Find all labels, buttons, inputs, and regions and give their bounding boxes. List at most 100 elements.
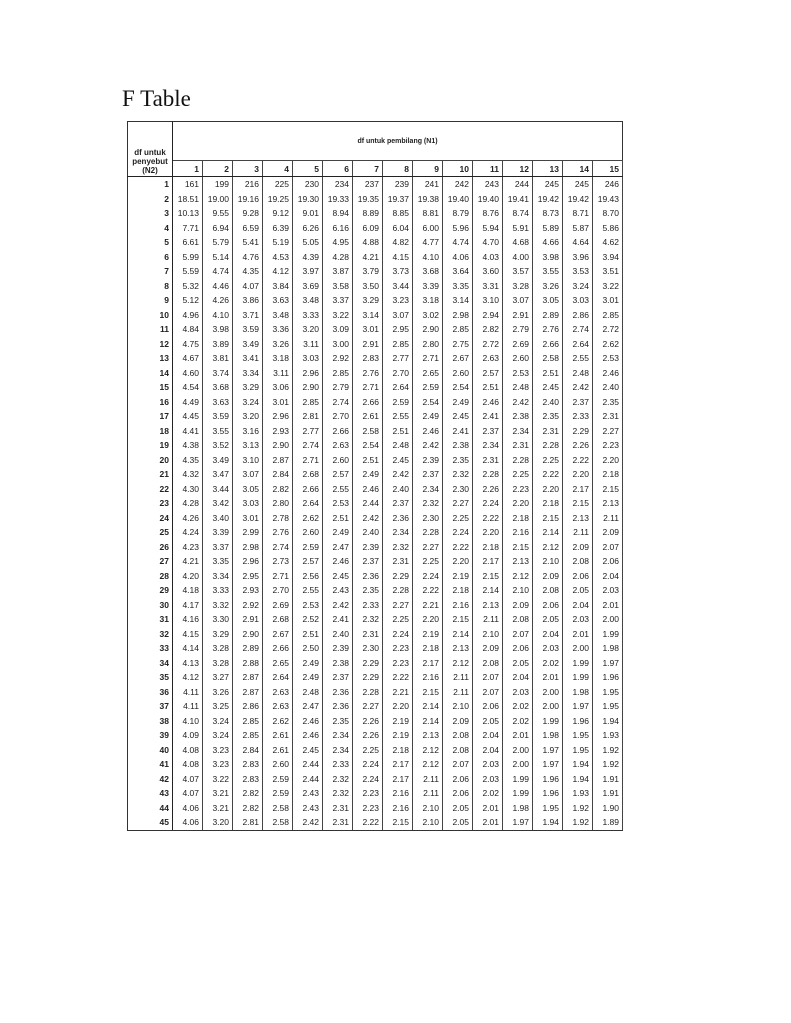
table-cell: 2.19 xyxy=(442,568,473,583)
table-cell: 2.07 xyxy=(472,684,503,699)
table-cell: 2.43 xyxy=(322,583,353,598)
table-cell: 2.13 xyxy=(562,510,593,525)
table-cell: 2.90 xyxy=(232,626,263,641)
row-label: 34 xyxy=(127,655,173,670)
table-cell: 9.55 xyxy=(202,206,233,221)
table-cell: 2.34 xyxy=(322,728,353,743)
table-row: 22 4.30 3.44 3.05 2.82 2.66 2.55 2.46 2.40 2.34 2.… xyxy=(127,481,623,496)
table-cell: 4.21 xyxy=(172,554,203,569)
table-cell: 4.28 xyxy=(322,249,353,264)
table-row: 11 4.84 3.98 3.59 3.36 3.20 3.09 3.01 2.95 2.90 2.… xyxy=(127,322,623,337)
table-cell: 2.17 xyxy=(382,771,413,786)
table-cell: 2.41 xyxy=(472,409,503,424)
table-cell: 2.60 xyxy=(262,757,293,772)
table-cell: 2.64 xyxy=(292,496,323,511)
table-cell: 246 xyxy=(592,176,623,192)
table-cell: 1.96 xyxy=(532,786,563,801)
table-cell: 2.23 xyxy=(592,438,623,453)
table-cell: 2.17 xyxy=(472,554,503,569)
table-cell: 3.28 xyxy=(202,641,233,656)
table-cell: 3.18 xyxy=(262,351,293,366)
row-label: 19 xyxy=(127,438,173,453)
table-cell: 2.29 xyxy=(562,423,593,438)
table-cell: 2.40 xyxy=(322,626,353,641)
table-cell: 2.15 xyxy=(442,612,473,627)
table-cell: 2.66 xyxy=(352,394,383,409)
table-cell: 3.97 xyxy=(292,264,323,279)
table-cell: 2.36 xyxy=(322,684,353,699)
table-cell: 230 xyxy=(292,176,323,192)
table-cell: 2.89 xyxy=(532,307,563,322)
table-cell: 2.86 xyxy=(562,307,593,322)
table-cell: 1.99 xyxy=(562,655,593,670)
table-cell: 4.12 xyxy=(172,670,203,685)
table-cell: 245 xyxy=(532,176,563,192)
table-cell: 3.23 xyxy=(202,757,233,772)
table-cell: 2.31 xyxy=(502,438,533,453)
table-cell: 1.94 xyxy=(562,757,593,772)
row-label: 38 xyxy=(127,713,173,728)
table-cell: 2.14 xyxy=(412,713,443,728)
table-cell: 8.74 xyxy=(502,206,533,221)
table-cell: 2.44 xyxy=(292,771,323,786)
table-cell: 3.89 xyxy=(202,336,233,351)
table-cell: 2.55 xyxy=(292,583,323,598)
table-cell: 3.57 xyxy=(502,264,533,279)
table-cell: 2.39 xyxy=(352,539,383,554)
table-cell: 1.97 xyxy=(532,757,563,772)
table-cell: 239 xyxy=(382,176,413,192)
table-cell: 2.08 xyxy=(472,655,503,670)
table-cell: 5.94 xyxy=(472,220,503,235)
table-cell: 2.00 xyxy=(502,742,533,757)
table-cell: 2.84 xyxy=(232,742,263,757)
table-cell: 3.33 xyxy=(292,307,323,322)
table-cell: 2.54 xyxy=(412,394,443,409)
table-cell: 4.14 xyxy=(172,641,203,656)
table-cell: 4.32 xyxy=(172,467,203,482)
column-header: 5 xyxy=(292,160,323,177)
table-cell: 3.74 xyxy=(202,365,233,380)
table-cell: 3.23 xyxy=(202,742,233,757)
table-cell: 3.26 xyxy=(202,684,233,699)
table-cell: 3.24 xyxy=(232,394,263,409)
table-cell: 4.68 xyxy=(502,235,533,250)
row-label: 29 xyxy=(127,583,173,598)
table-cell: 3.87 xyxy=(322,264,353,279)
table-cell: 2.37 xyxy=(352,554,383,569)
table-cell: 2.37 xyxy=(322,670,353,685)
table-cell: 2.36 xyxy=(382,510,413,525)
row-label: 27 xyxy=(127,554,173,569)
table-cell: 2.13 xyxy=(472,597,503,612)
table-cell: 2.22 xyxy=(382,670,413,685)
table-cell: 1.97 xyxy=(502,815,533,831)
table-cell: 6.00 xyxy=(412,220,443,235)
table-cell: 2.34 xyxy=(322,742,353,757)
table-cell: 2.25 xyxy=(412,554,443,569)
table-cell: 2.60 xyxy=(292,525,323,540)
table-cell: 4.10 xyxy=(412,249,443,264)
table-cell: 2.85 xyxy=(382,336,413,351)
table-cell: 2.19 xyxy=(382,713,413,728)
table-cell: 2.81 xyxy=(232,815,263,831)
table-cell: 3.23 xyxy=(382,293,413,308)
table-cell: 4.70 xyxy=(472,235,503,250)
table-cell: 3.22 xyxy=(202,771,233,786)
table-cell: 4.15 xyxy=(382,249,413,264)
table-cell: 2.49 xyxy=(412,409,443,424)
row-label: 30 xyxy=(127,597,173,612)
table-cell: 2.90 xyxy=(412,322,443,337)
table-cell: 4.06 xyxy=(172,800,203,815)
row-label: 37 xyxy=(127,699,173,714)
table-cell: 2.66 xyxy=(262,641,293,656)
table-cell: 3.47 xyxy=(202,467,233,482)
table-cell: 2.96 xyxy=(292,365,323,380)
table-cell: 2.71 xyxy=(292,452,323,467)
table-cell: 2.11 xyxy=(592,510,623,525)
table-cell: 2.12 xyxy=(532,539,563,554)
table-cell: 2.82 xyxy=(232,786,263,801)
table-cell: 3.51 xyxy=(592,264,623,279)
table-cell: 4.07 xyxy=(172,771,203,786)
table-cell: 2.09 xyxy=(502,597,533,612)
table-cell: 3.86 xyxy=(232,293,263,308)
table-cell: 6.16 xyxy=(322,220,353,235)
